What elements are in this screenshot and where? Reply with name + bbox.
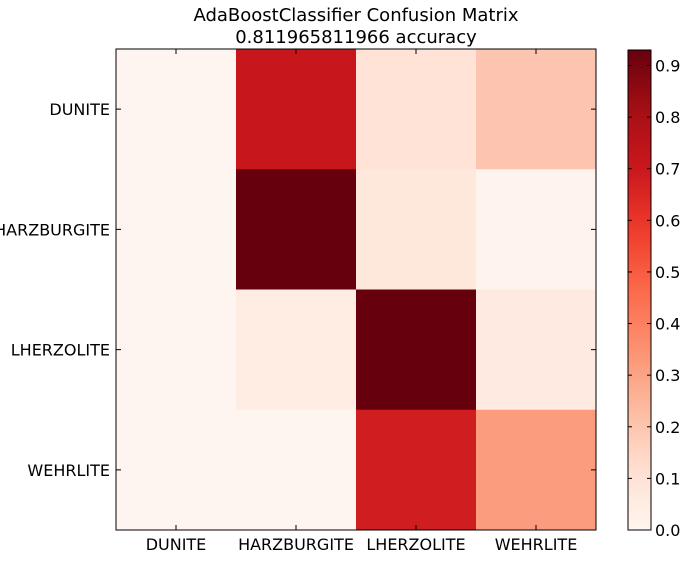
colorbar-tick-label: 0.4 (655, 315, 680, 334)
colorbar-ticks: 0.0 0.1 0.2 0.3 0.4 0.5 0.6 0.7 0.8 0.9 (628, 56, 680, 540)
y-tick-label: HARZBURGITE (0, 220, 110, 239)
heatmap-cell (236, 169, 357, 290)
heatmap-cell (356, 49, 477, 170)
y-tick-label: LHERZOLITE (11, 341, 110, 360)
y-tick-label: DUNITE (49, 100, 110, 119)
heatmap-cell (356, 409, 477, 531)
x-tick-label: DUNITE (146, 535, 207, 554)
plot-frame (115, 48, 597, 531)
heatmap-cell (116, 289, 237, 411)
heatmap-cell (116, 409, 237, 531)
y-tick-labels: DUNITE HARZBURGITE LHERZOLITE WEHRLITE (0, 100, 110, 480)
colorbar-tick-label: 0.0 (655, 521, 680, 540)
heatmap-cell (476, 49, 597, 170)
colorbar-tick-label: 0.5 (655, 263, 680, 282)
x-tick-label: LHERZOLITE (366, 535, 465, 554)
chart-subtitle: 0.811965811966 accuracy (235, 27, 477, 48)
heatmap-cells (116, 49, 597, 531)
colorbar-tick-label: 0.7 (655, 160, 680, 179)
heatmap-cell (356, 289, 477, 411)
heatmap-cell (236, 49, 357, 170)
x-tick-label: HARZBURGITE (238, 535, 354, 554)
colorbar-tick-label: 0.3 (655, 366, 680, 385)
chart-title: AdaBoostClassifier Confusion Matrix (193, 5, 518, 26)
y-tick-label: WEHRLITE (27, 461, 110, 480)
axis-ticks (116, 49, 596, 530)
colorbar (627, 49, 652, 531)
x-tick-label: WEHRLITE (495, 535, 578, 554)
colorbar-tick-label: 0.8 (655, 108, 680, 127)
colorbar-tick-label: 0.9 (655, 56, 680, 75)
colorbar-tick-label: 0.2 (655, 418, 680, 437)
heatmap-cell (476, 169, 597, 290)
heatmap-cell (476, 409, 597, 531)
heatmap-cell (116, 169, 237, 290)
colorbar-tick-label: 0.6 (655, 211, 680, 230)
heatmap-cell (236, 289, 357, 411)
heatmap-cell (356, 169, 477, 290)
colorbar-tick-label: 0.1 (655, 469, 680, 488)
heatmap-cell (116, 49, 237, 170)
heatmap-cell (236, 409, 357, 531)
heatmap-cell (476, 289, 597, 411)
x-tick-labels: DUNITE HARZBURGITE LHERZOLITE WEHRLITE (146, 535, 578, 554)
